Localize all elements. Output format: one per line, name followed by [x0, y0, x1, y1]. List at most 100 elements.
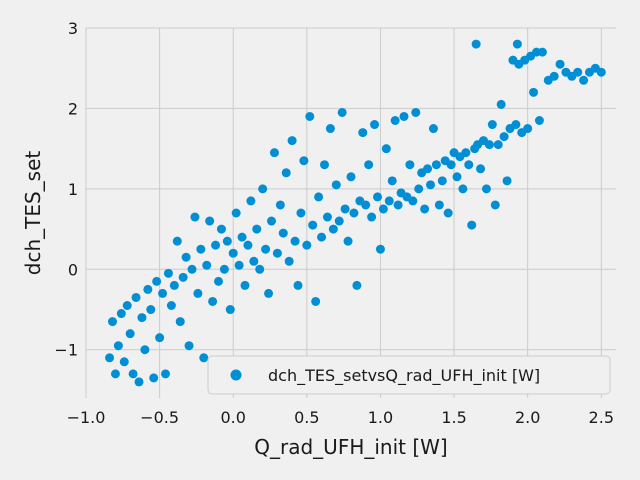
data-point	[378, 204, 388, 214]
data-point	[243, 240, 253, 250]
data-point	[393, 200, 403, 210]
data-point	[343, 236, 353, 246]
data-point	[216, 224, 226, 234]
data-point	[349, 208, 359, 218]
data-point	[161, 369, 170, 379]
data-point	[281, 168, 291, 178]
data-point	[490, 200, 500, 210]
data-point	[426, 180, 435, 190]
data-point	[175, 317, 185, 327]
data-point	[284, 256, 294, 266]
data-point	[146, 305, 156, 315]
data-point	[340, 204, 350, 214]
data-point	[240, 280, 250, 290]
data-point	[267, 216, 276, 226]
data-point	[202, 260, 212, 270]
data-point	[320, 160, 329, 170]
data-point	[214, 276, 223, 286]
data-point	[467, 220, 477, 230]
data-point	[311, 296, 321, 306]
data-point	[411, 107, 421, 117]
x-axis-label: Q_rad_UFH_init [W]	[254, 435, 447, 459]
data-point	[502, 176, 512, 186]
data-point	[163, 268, 173, 278]
legend-label: dch_TES_setvsQ_rad_UFH_init [W]	[268, 366, 540, 386]
y-tick-label: 0	[68, 260, 78, 279]
x-tick-label: 0.0	[220, 408, 245, 427]
y-tick-label: 1	[68, 180, 78, 199]
data-point	[493, 140, 503, 150]
data-point	[322, 212, 332, 222]
data-point	[375, 244, 385, 254]
legend-box	[207, 355, 611, 395]
x-tick-label: −1.0	[67, 408, 106, 427]
data-point	[211, 240, 221, 250]
x-tick-label: 2.0	[515, 408, 540, 427]
legend-marker	[230, 369, 242, 381]
data-point	[140, 345, 150, 355]
data-point	[172, 236, 182, 246]
data-point	[208, 296, 218, 306]
data-point	[579, 75, 589, 85]
data-point	[414, 184, 424, 194]
data-point	[328, 224, 338, 234]
data-point	[367, 212, 377, 222]
data-point	[534, 116, 544, 125]
data-point	[149, 373, 159, 383]
data-point	[373, 192, 382, 202]
data-point	[487, 120, 497, 130]
legend: dch_TES_setvsQ_rad_UFH_init [W]	[207, 355, 611, 395]
data-point	[290, 236, 300, 246]
data-point	[231, 208, 241, 218]
data-point	[125, 329, 135, 339]
data-point	[549, 71, 559, 81]
data-point	[184, 341, 194, 351]
data-point	[261, 244, 271, 254]
data-point	[484, 140, 494, 150]
data-point	[152, 276, 162, 286]
y-tick-label: 2	[68, 99, 78, 118]
data-point	[181, 252, 191, 262]
data-point	[481, 184, 491, 194]
data-point	[196, 244, 206, 254]
data-point	[325, 124, 335, 134]
data-point	[431, 160, 441, 170]
data-point	[346, 172, 356, 182]
data-point	[205, 216, 215, 226]
data-point	[337, 107, 347, 117]
x-tick-label: −0.5	[140, 408, 179, 427]
data-point	[529, 87, 539, 97]
data-point	[420, 204, 430, 214]
x-tick-label: 1.5	[441, 408, 466, 427]
data-point	[596, 67, 606, 77]
data-point	[113, 341, 123, 351]
y-tick-label: 3	[68, 19, 78, 38]
data-point	[537, 47, 547, 57]
data-point	[272, 248, 282, 258]
data-point	[317, 232, 327, 242]
data-point	[234, 260, 244, 270]
data-point	[458, 184, 468, 194]
x-tick-label: 0.5	[294, 408, 319, 427]
data-point	[108, 317, 117, 327]
data-point	[434, 200, 444, 210]
data-point	[464, 160, 474, 170]
data-point	[358, 128, 368, 138]
x-tick-labels: −1.0 −0.5 0.0 0.5 1.0 1.5 2.0 2.5	[67, 408, 614, 427]
data-point	[499, 132, 509, 142]
data-point	[122, 301, 132, 310]
data-point	[384, 196, 394, 206]
data-point	[246, 196, 256, 206]
data-point	[287, 136, 297, 146]
data-point	[237, 232, 247, 242]
data-point	[361, 200, 371, 210]
data-point	[293, 280, 303, 290]
data-point	[143, 284, 153, 294]
data-point	[308, 220, 318, 230]
data-point	[334, 216, 344, 226]
data-point	[128, 369, 138, 379]
data-point	[222, 236, 232, 246]
data-point	[116, 309, 126, 319]
data-point	[119, 357, 129, 367]
data-point	[110, 369, 120, 379]
